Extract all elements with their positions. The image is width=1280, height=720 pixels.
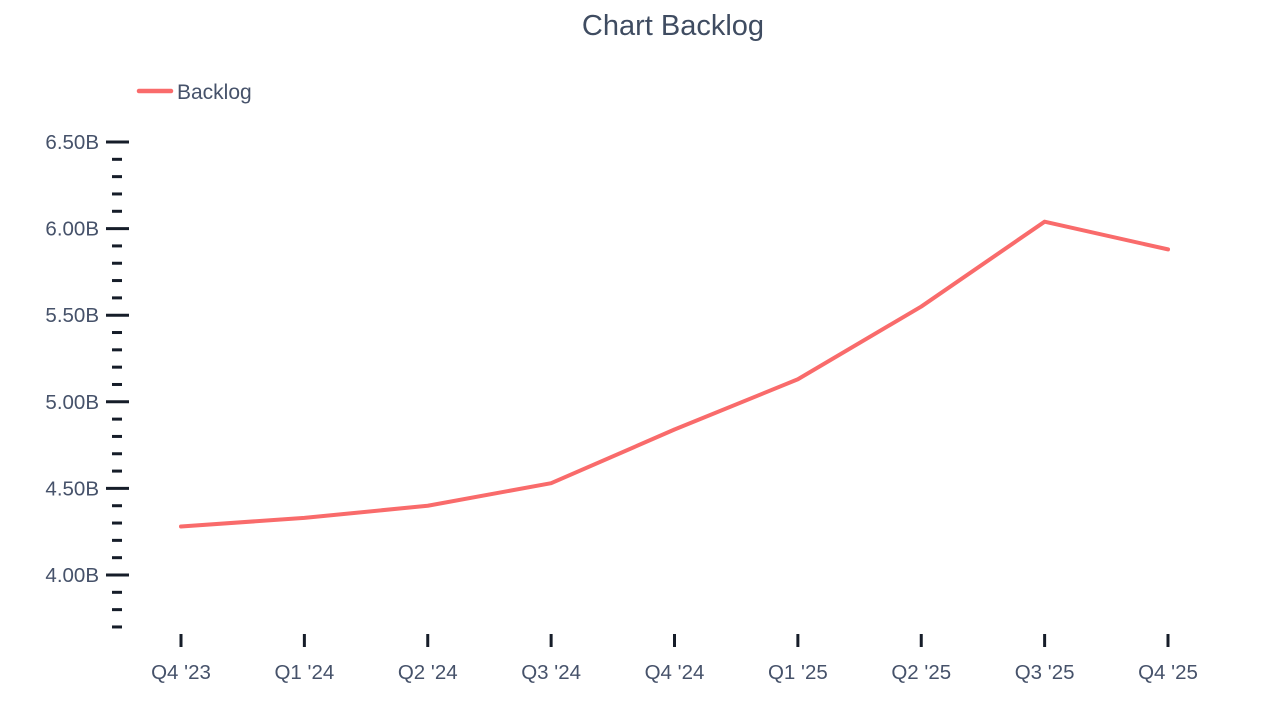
y-tick-label: 5.00B <box>45 391 99 414</box>
x-tick-label: Q3 '24 <box>521 661 581 684</box>
x-tick-label: Q2 '24 <box>398 661 458 684</box>
x-tick-label: Q4 '25 <box>1138 661 1198 684</box>
y-tick-label: 6.50B <box>45 131 99 154</box>
x-tick-label: Q4 '24 <box>645 661 705 684</box>
x-tick-label: Q4 '23 <box>151 661 211 684</box>
y-axis: 4.00B 4.50B 5.00B 5.50B 6.00B 6.50B <box>45 131 129 629</box>
series-line-backlog[interactable] <box>179 219 1170 529</box>
x-tick-label: Q1 '24 <box>274 661 334 684</box>
x-axis: Q4 '23 Q1 '24 Q2 '24 Q3 '24 Q4 '24 Q1 '25 Q2 '… <box>151 634 1198 684</box>
chart-title: Chart Backlog <box>582 10 764 42</box>
y-tick-label: 5.50B <box>45 304 99 327</box>
x-tick-label: Q1 '25 <box>768 661 828 684</box>
y-tick-label: 4.50B <box>45 477 99 500</box>
y-tick-label: 6.00B <box>45 218 99 241</box>
legend-label: Backlog <box>177 81 252 104</box>
series-group <box>179 219 1170 529</box>
x-tick-label: Q2 '25 <box>891 661 951 684</box>
x-tick-label: Q3 '25 <box>1015 661 1075 684</box>
legend[interactable]: Backlog <box>136 81 252 104</box>
y-tick-label: 4.00B <box>45 564 99 587</box>
